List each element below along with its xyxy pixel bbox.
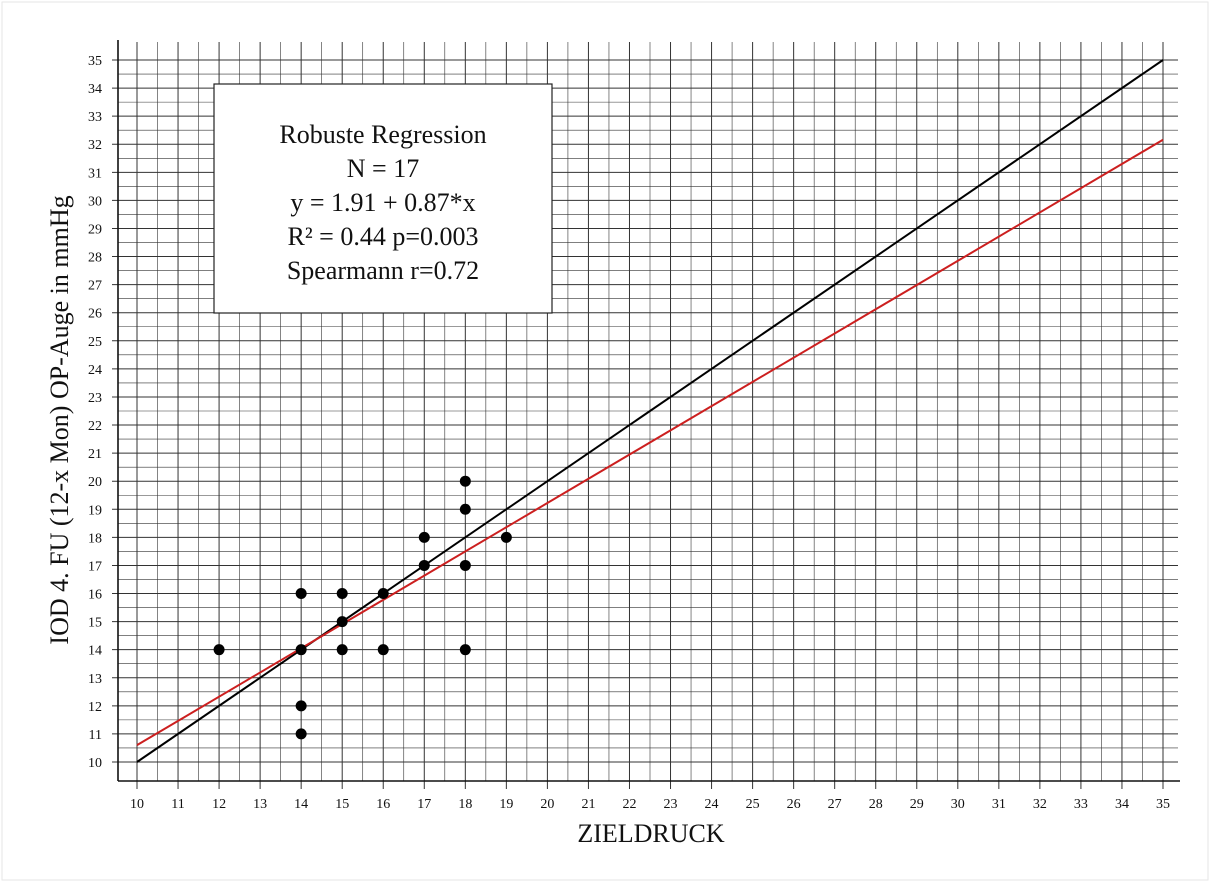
x-tick-label-27: 27 <box>828 797 842 812</box>
y-tick-label-28: 28 <box>88 251 102 266</box>
y-tick-label-17: 17 <box>88 559 102 574</box>
data-point-16 <box>459 644 471 656</box>
annotation-line-5: Spearmann r=0.72 <box>287 256 479 285</box>
x-tick-label-14: 14 <box>294 797 308 812</box>
y-tick-label-34: 34 <box>88 82 102 97</box>
annotation-line-1: Robuste Regression <box>279 120 486 149</box>
regression-line <box>136 138 1164 747</box>
y-tick-label-13: 13 <box>88 672 102 687</box>
annotation-frame <box>213 83 553 314</box>
x-tick-label-15: 15 <box>335 797 349 812</box>
data-point-14 <box>459 503 471 515</box>
y-tick-label-21: 21 <box>88 447 102 462</box>
y-tick-label-10: 10 <box>88 756 102 771</box>
data-point-2 <box>295 588 307 600</box>
x-tick-label-20: 20 <box>540 797 554 812</box>
y-tick-label-32: 32 <box>88 138 102 153</box>
x-axis-title: ZIELDRUCK <box>577 819 725 848</box>
y-tick-label-12: 12 <box>88 700 102 715</box>
data-point-8 <box>336 644 348 656</box>
x-tick-label-35: 35 <box>1156 797 1170 812</box>
y-tick-label-29: 29 <box>88 222 102 237</box>
y-tick-label-26: 26 <box>88 307 102 322</box>
annotation-line-4: R² = 0.44 p=0.003 <box>288 222 479 251</box>
x-tick-label-13: 13 <box>253 797 267 812</box>
y-tick-label-14: 14 <box>88 644 102 659</box>
data-point-5 <box>295 728 307 740</box>
y-tick-label-35: 35 <box>88 54 102 69</box>
x-tick-label-29: 29 <box>910 797 924 812</box>
x-tick-label-30: 30 <box>951 797 965 812</box>
x-tick-label-17: 17 <box>417 797 431 812</box>
x-tick-label-33: 33 <box>1074 797 1088 812</box>
y-tick-label-33: 33 <box>88 110 102 125</box>
x-tick-label-12: 12 <box>212 797 226 812</box>
trend-lines <box>136 59 1164 763</box>
y-tick-label-31: 31 <box>88 166 102 181</box>
data-point-13 <box>459 475 471 487</box>
y-tick-label-30: 30 <box>88 194 102 209</box>
x-tick-labels: 10 11 12 13 14 15 16 17 18 19 20 21 22 23 24 25 26 27 28 29… <box>130 797 1170 812</box>
y-tick-label-18: 18 <box>88 531 102 546</box>
x-tick-label-21: 21 <box>581 797 595 812</box>
x-tick-label-26: 26 <box>787 797 801 812</box>
x-tick-label-10: 10 <box>130 797 144 812</box>
x-tick-label-18: 18 <box>458 797 472 812</box>
y-tick-label-27: 27 <box>88 279 102 294</box>
data-point-11 <box>418 531 430 543</box>
data-point-17 <box>500 531 512 543</box>
x-tick-label-19: 19 <box>499 797 513 812</box>
x-tick-label-22: 22 <box>622 797 636 812</box>
y-tick-label-11: 11 <box>89 728 102 743</box>
data-point-12 <box>418 559 430 571</box>
axes <box>117 40 1180 782</box>
data-point-10 <box>377 644 389 656</box>
y-tick-label-22: 22 <box>88 419 102 434</box>
data-point-9 <box>377 588 389 600</box>
data-point-15 <box>459 559 471 571</box>
x-tick-label-11: 11 <box>171 797 184 812</box>
x-tick-label-24: 24 <box>705 797 719 812</box>
y-tick-label-15: 15 <box>88 616 102 631</box>
x-tick-label-34: 34 <box>1115 797 1129 812</box>
data-point-3 <box>295 644 307 656</box>
x-tick-label-32: 32 <box>1033 797 1047 812</box>
y-tick-label-16: 16 <box>88 588 102 603</box>
x-tick-label-25: 25 <box>746 797 760 812</box>
data-point-4 <box>295 700 307 712</box>
data-point-1 <box>213 644 225 656</box>
y-axis-title: IOD 4. FU (12-x Mon) OP-Auge in mmHg <box>45 195 74 644</box>
y-tick-label-24: 24 <box>88 363 102 378</box>
x-tick-label-23: 23 <box>664 797 678 812</box>
y-tick-label-19: 19 <box>88 503 102 518</box>
y-tick-label-23: 23 <box>88 391 102 406</box>
data-point-6 <box>336 588 348 600</box>
x-tick-label-31: 31 <box>992 797 1006 812</box>
y-tick-label-25: 25 <box>88 335 102 350</box>
y-tick-labels: 10 11 12 13 14 15 16 17 18 19 20 21 22 23 24 25 26 27 28 29… <box>88 54 102 771</box>
data-points <box>213 475 512 740</box>
annotation-box: Robuste Regression N = 17 y = 1.91 + 0.8… <box>213 83 553 314</box>
annotation-line-2: N = 17 <box>347 154 419 183</box>
x-tick-label-28: 28 <box>869 797 883 812</box>
y-tick-label-20: 20 <box>88 475 102 490</box>
x-tick-label-16: 16 <box>376 797 390 812</box>
data-point-7 <box>336 616 348 628</box>
annotation-line-3: y = 1.91 + 0.87*x <box>290 188 475 217</box>
